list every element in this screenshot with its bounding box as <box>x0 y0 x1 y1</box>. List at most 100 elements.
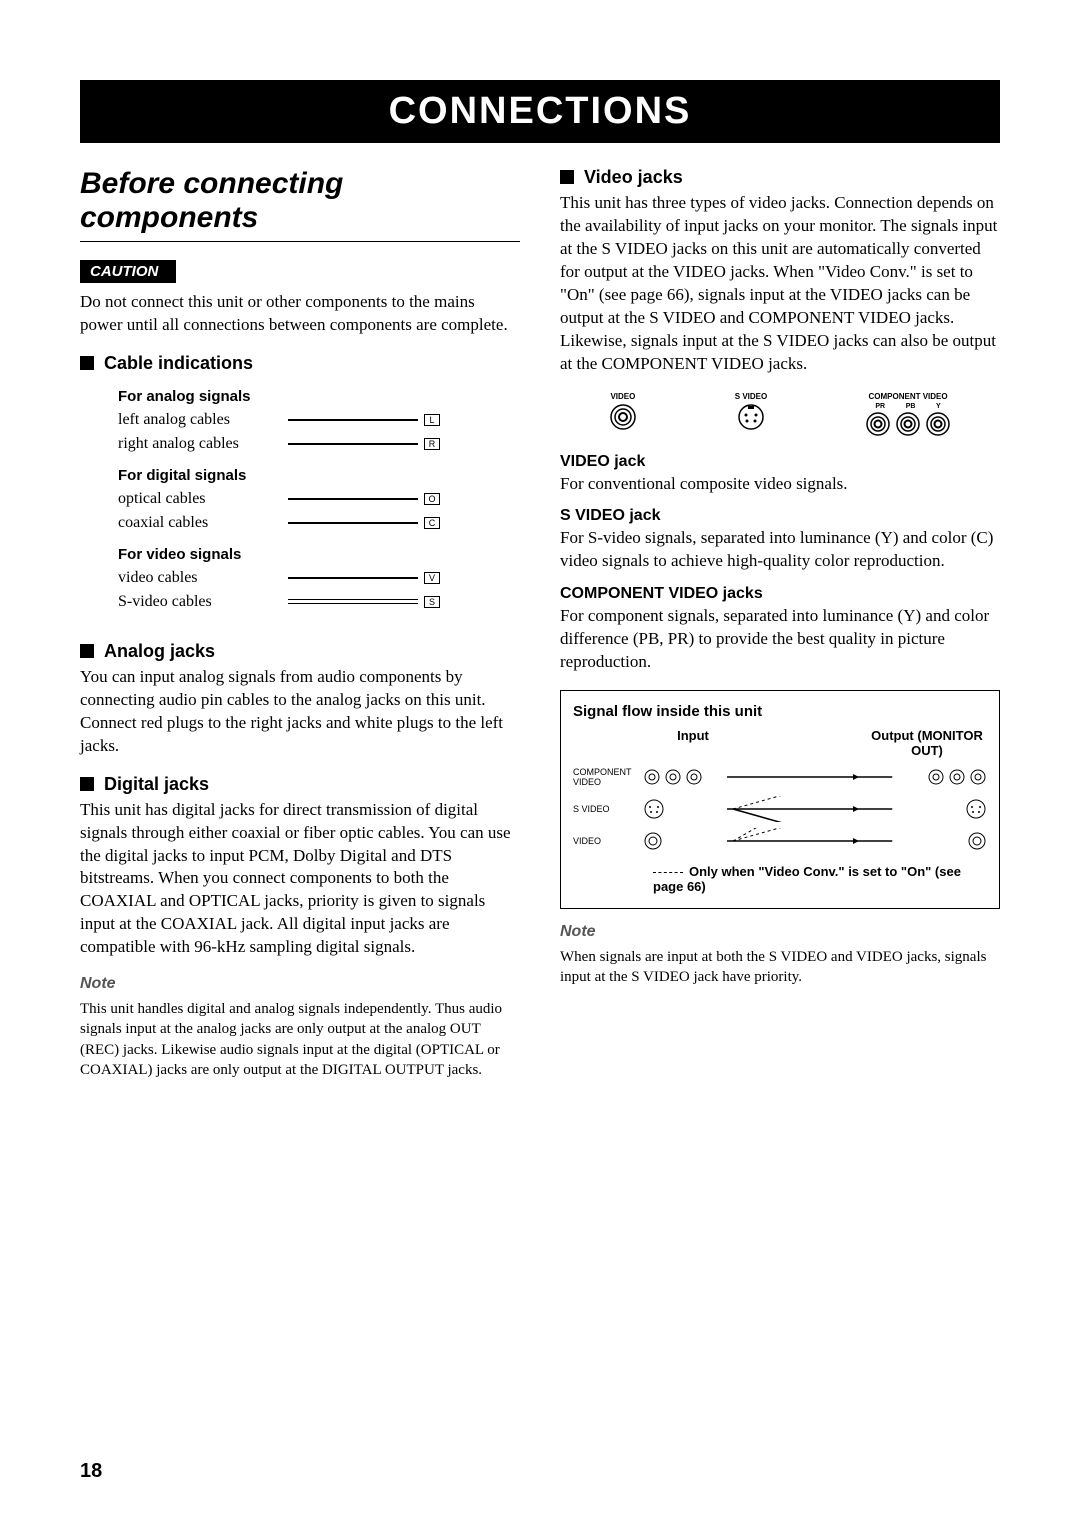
pr-label: PR <box>875 403 885 410</box>
cable-line-icon <box>288 516 418 530</box>
left-column: Before connecting components CAUTION Do … <box>80 167 520 1483</box>
signal-flow-title: Signal flow inside this unit <box>573 703 987 720</box>
cable-tag: L <box>424 414 440 426</box>
sig-arrow <box>723 796 907 822</box>
cable-head-label: Cable indications <box>104 353 253 373</box>
rca-mini-icon <box>643 768 661 786</box>
cable-line-icon <box>288 413 418 427</box>
square-bullet-icon <box>80 356 94 370</box>
digital-jacks-head: Digital jacks <box>80 774 520 795</box>
cable-label: video cables <box>118 569 288 587</box>
rca-mini-icon <box>948 768 966 786</box>
sig-label: COMPONENT VIDEO <box>573 767 643 787</box>
video-head-label: Video jacks <box>584 167 683 187</box>
component-jack-minihead: COMPONENT VIDEO jacks <box>560 585 1000 603</box>
svideo-jack-icon <box>737 403 765 431</box>
cable-line-icon <box>288 437 418 451</box>
cable-label: right analog cables <box>118 435 288 453</box>
jack-illustration-row: VIDEO S VIDEO COMPONENT VIDEO PR PB Y <box>560 392 1000 437</box>
sig-out-jacks <box>907 831 987 851</box>
sig-arrow <box>723 828 907 854</box>
note-label: Note <box>560 923 1000 941</box>
svideo-jack-minihead: S VIDEO jack <box>560 507 1000 525</box>
cable-row: left analog cables L <box>118 411 520 429</box>
signal-headers: Input Output (MONITOR OUT) <box>573 728 987 758</box>
rca-mini-icon <box>967 831 987 851</box>
signal-footnote: Only when "Video Conv." is set to "On" (… <box>653 864 987 894</box>
dashed-arrow-icon <box>653 872 683 873</box>
svideo-jack-desc: For S-video signals, separated into lumi… <box>560 527 1000 573</box>
signal-row-component: COMPONENT VIDEO <box>573 764 987 790</box>
cable-label: optical cables <box>118 490 288 508</box>
cable-tag: V <box>424 572 440 584</box>
svideo-jack-label: S VIDEO <box>735 392 767 401</box>
cable-label: left analog cables <box>118 411 288 429</box>
cable-group-title: For analog signals <box>118 388 520 405</box>
cable-row: right analog cables R <box>118 435 520 453</box>
analog-head-label: Analog jacks <box>104 641 215 661</box>
video-jacks-head: Video jacks <box>560 167 1000 188</box>
rca-jack-icon <box>895 411 921 437</box>
video-jacks-text: This unit has three types of video jacks… <box>560 192 1000 376</box>
cable-indications-head: Cable indications <box>80 353 520 374</box>
two-column-layout: Before connecting components CAUTION Do … <box>80 167 1000 1483</box>
square-bullet-icon <box>560 170 574 184</box>
rca-mini-icon <box>664 768 682 786</box>
caution-text: Do not connect this unit or other compon… <box>80 291 520 337</box>
note1-text: This unit handles digital and analog sig… <box>80 999 520 1080</box>
rca-mini-icon <box>969 768 987 786</box>
sig-label: VIDEO <box>573 836 643 846</box>
video-jack-label: VIDEO <box>609 392 637 401</box>
cable-group-title: For video signals <box>118 546 520 563</box>
square-bullet-icon <box>80 777 94 791</box>
page-number: 18 <box>80 1460 520 1483</box>
sig-label: S VIDEO <box>573 804 643 814</box>
cable-tag: R <box>424 438 440 450</box>
caution-badge: CAUTION <box>80 260 176 283</box>
pb-label: PB <box>906 403 916 410</box>
digital-head-label: Digital jacks <box>104 774 209 794</box>
cable-label: coaxial cables <box>118 514 288 532</box>
svideo-jack-col: S VIDEO <box>735 392 767 436</box>
rca-mini-icon <box>685 768 703 786</box>
rca-mini-icon <box>643 831 663 851</box>
svideo-mini-icon <box>965 798 987 820</box>
section-title: Before connecting components <box>80 167 520 242</box>
digital-jacks-text: This unit has digital jacks for direct t… <box>80 799 520 960</box>
component-jack-label: COMPONENT VIDEO <box>865 392 951 401</box>
cable-tag: C <box>424 517 440 529</box>
cable-indications-block: For analog signals left analog cables L … <box>118 388 520 611</box>
video-jack-minihead: VIDEO jack <box>560 453 1000 471</box>
component-jack-col: COMPONENT VIDEO PR PB Y <box>865 392 951 437</box>
analog-jacks-text: You can input analog signals from audio … <box>80 666 520 758</box>
output-header: Output (MONITOR OUT) <box>867 728 987 758</box>
note-label: Note <box>80 975 520 993</box>
cable-group-title: For digital signals <box>118 467 520 484</box>
rca-jack-icon <box>865 411 891 437</box>
signal-row-svideo: S VIDEO <box>573 796 987 822</box>
square-bullet-icon <box>80 644 94 658</box>
component-sublabels: PR PB Y <box>865 403 951 410</box>
cable-row: coaxial cables C <box>118 514 520 532</box>
sig-arrow <box>723 764 907 790</box>
signal-foot-text: Only when "Video Conv." is set to "On" (… <box>653 864 961 894</box>
sig-out-jacks <box>907 798 987 820</box>
signal-row-video: VIDEO <box>573 828 987 854</box>
video-jack-col: VIDEO <box>609 392 637 436</box>
cable-line-icon <box>288 492 418 506</box>
cable-label: S-video cables <box>118 593 288 611</box>
rca-mini-icon <box>927 768 945 786</box>
cable-row: optical cables O <box>118 490 520 508</box>
component-jack-desc: For component signals, separated into lu… <box>560 605 1000 674</box>
input-header: Input <box>643 728 743 758</box>
y-label: Y <box>936 403 941 410</box>
signal-flow-box: Signal flow inside this unit Input Outpu… <box>560 690 1000 909</box>
analog-jacks-head: Analog jacks <box>80 641 520 662</box>
sig-in-jacks <box>643 798 723 820</box>
cable-row: S-video cables S <box>118 593 520 611</box>
cable-double-line-icon <box>288 595 418 609</box>
sig-in-jacks <box>643 831 723 851</box>
note2-text: When signals are input at both the S VID… <box>560 947 1000 988</box>
cable-line-icon <box>288 571 418 585</box>
cable-tag: O <box>424 493 440 505</box>
